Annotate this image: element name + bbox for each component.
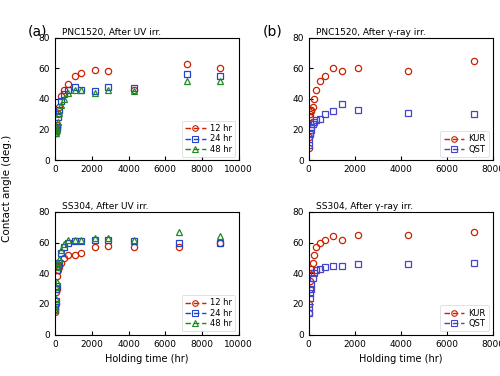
Text: SS304, After UV irr.: SS304, After UV irr.: [62, 202, 149, 211]
Legend: KUR, QST: KUR, QST: [440, 131, 489, 157]
Legend: 12 hr, 24 hr, 48 hr: 12 hr, 24 hr, 48 hr: [182, 295, 236, 331]
Text: PNC1520, After UV irr.: PNC1520, After UV irr.: [62, 28, 162, 37]
Legend: KUR, QST: KUR, QST: [440, 305, 489, 331]
Legend: 12 hr, 24 hr, 48 hr: 12 hr, 24 hr, 48 hr: [182, 121, 236, 157]
Text: (b): (b): [262, 24, 282, 38]
X-axis label: Holding time (hr): Holding time (hr): [359, 354, 442, 364]
X-axis label: Holding time (hr): Holding time (hr): [105, 354, 188, 364]
Text: SS304, After γ-ray irr.: SS304, After γ-ray irr.: [316, 202, 413, 211]
Text: (a): (a): [28, 24, 47, 38]
Text: PNC1520, After γ-ray irr.: PNC1520, After γ-ray irr.: [316, 28, 426, 37]
Text: Contact angle (deg.): Contact angle (deg.): [2, 134, 12, 242]
